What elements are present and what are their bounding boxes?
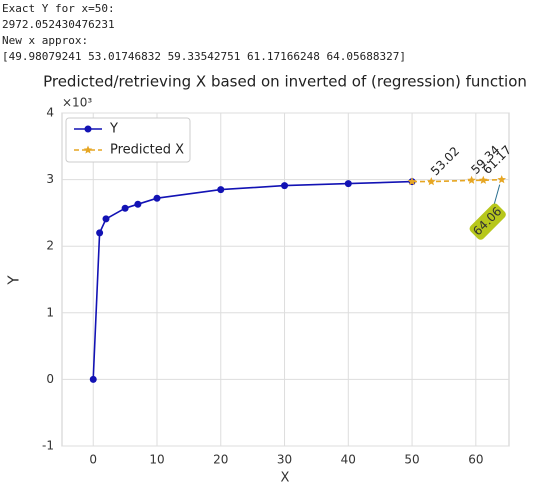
y-tick-label: 4	[46, 106, 54, 120]
highlight-box	[469, 203, 506, 240]
marker	[89, 375, 97, 383]
legend-label: Y	[109, 122, 118, 137]
marker	[467, 175, 476, 184]
marker	[217, 186, 225, 194]
x-axis-label: X	[281, 471, 290, 486]
x-tick-label: 50	[404, 453, 419, 467]
x-tick-label: 40	[341, 453, 356, 467]
console-line: 2972.052430476231	[2, 18, 115, 31]
x-tick-label: 10	[149, 453, 164, 467]
marker	[281, 182, 289, 190]
legend-marker	[83, 145, 93, 154]
y-tick-label: 1	[46, 305, 54, 319]
y-offset-label: ×10³	[62, 96, 92, 110]
y-axis-label: Y	[5, 275, 23, 286]
marker	[479, 175, 488, 184]
marker	[497, 175, 506, 184]
y-tick-label: 3	[46, 172, 54, 186]
marker	[427, 177, 436, 186]
console-line: [49.98079241 53.01746832 59.33542751 61.…	[2, 50, 406, 63]
marker	[153, 194, 161, 202]
series-line	[92, 180, 413, 380]
legend-label: Predicted X	[110, 143, 184, 158]
marker	[407, 177, 417, 186]
marker	[102, 215, 110, 223]
x-tick-label: 60	[468, 453, 483, 467]
y-tick-label: 0	[46, 372, 54, 386]
x-tick-label: 0	[89, 453, 97, 467]
console-line: New x approx:	[2, 34, 89, 47]
marker	[134, 200, 142, 208]
marker	[344, 180, 352, 188]
x-tick-label: 30	[277, 453, 292, 467]
y-tick-label: 2	[46, 239, 54, 253]
console-line: Exact Y for x=50:	[2, 2, 115, 15]
legend-marker	[84, 125, 92, 133]
y-tick-label: -1	[42, 439, 54, 453]
x-tick-label: 20	[213, 453, 228, 467]
chart-title: Predicted/retrieving X based on inverted…	[43, 73, 527, 91]
marker	[96, 229, 104, 237]
marker	[121, 204, 129, 212]
